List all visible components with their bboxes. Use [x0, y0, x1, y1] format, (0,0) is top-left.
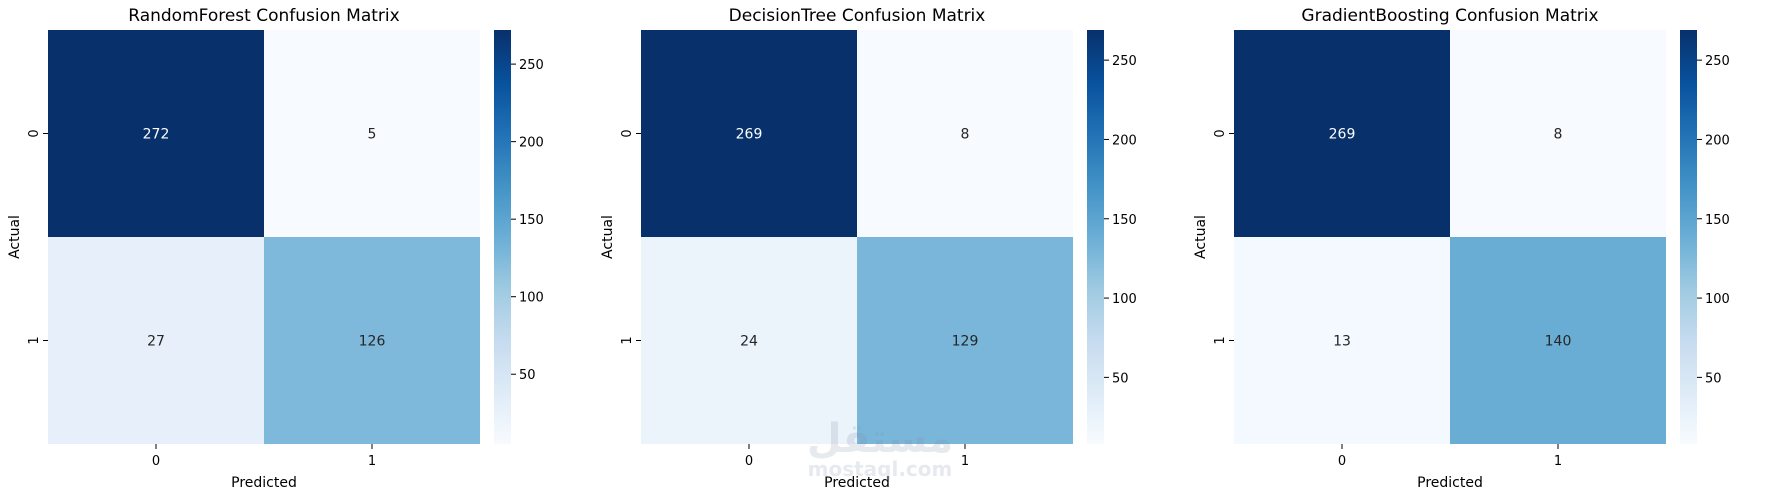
x-tick-label: 1: [368, 454, 376, 469]
cell-value-label: 129: [952, 334, 979, 350]
cell-value-label: 5: [368, 127, 377, 143]
colorbar-tick-label: 150: [1705, 213, 1730, 228]
colorbar-tick-label: 150: [1112, 213, 1137, 228]
x-tick-label: 0: [1338, 454, 1346, 469]
heatmap-cell: [48, 237, 264, 444]
y-tick-label: 1: [1213, 336, 1228, 344]
y-axis-label: Actual: [1193, 215, 1209, 259]
heatmap-cell: [857, 237, 1073, 444]
colorbar-tick-label: 100: [1705, 292, 1730, 307]
cell-value-label: 126: [359, 334, 386, 350]
cell-value-label: 13: [1333, 334, 1351, 350]
cell-value-label: 8: [961, 127, 970, 143]
colorbar-tick-label: 250: [1705, 54, 1730, 69]
heatmap-cell: [857, 30, 1073, 237]
chart-title: DecisionTree Confusion Matrix: [729, 6, 986, 26]
y-tick-label: 1: [27, 336, 42, 344]
colorbar-tick-label: 50: [1112, 371, 1129, 386]
colorbar-tick-label: 100: [1112, 292, 1137, 307]
chart-title: GradientBoosting Confusion Matrix: [1301, 6, 1598, 26]
colorbar: [494, 30, 511, 444]
x-tick-label: 0: [745, 454, 753, 469]
cell-value-label: 269: [1329, 127, 1356, 143]
y-tick-label: 1: [620, 336, 635, 344]
heatmap-panel: RandomForest Confusion Matrix 272 5 27 126 0 1…: [7, 6, 544, 490]
cell-value-label: 27: [147, 334, 165, 350]
x-axis-label: Predicted: [1417, 475, 1483, 490]
colorbar-tick-label: 50: [1705, 371, 1722, 386]
heatmap-cell: [264, 237, 480, 444]
cell-value-label: 8: [1554, 127, 1563, 143]
watermark-text: مستقل: [807, 416, 953, 462]
colorbar-tick-label: 150: [519, 213, 544, 228]
heatmap-cell: [641, 30, 857, 237]
cell-value-label: 272: [143, 127, 170, 143]
colorbar-tick-label: 250: [519, 58, 544, 73]
y-axis-label: Actual: [7, 215, 23, 259]
colorbar-tick-label: 50: [519, 368, 536, 383]
heatmap-cell: [264, 30, 480, 237]
x-tick-label: 1: [961, 454, 969, 469]
watermark-subtext: mostaql.com: [808, 457, 953, 481]
colorbar: [1087, 30, 1104, 444]
x-axis-label: Predicted: [824, 475, 890, 490]
colorbar-tick-label: 250: [1112, 54, 1137, 69]
colorbar-tick-label: 200: [519, 136, 544, 151]
y-tick-label: 0: [27, 129, 42, 137]
x-tick-label: 0: [152, 454, 160, 469]
x-axis-label: Predicted: [231, 475, 297, 490]
heatmap-cell: [48, 30, 264, 237]
cell-value-label: 24: [740, 334, 758, 350]
heatmap-cell: [1450, 237, 1666, 444]
y-tick-label: 0: [620, 129, 635, 137]
y-tick-label: 0: [1213, 129, 1228, 137]
heatmap-panel: GradientBoosting Confusion Matrix 269 8 13 1…: [1193, 6, 1730, 490]
heatmap-panel: DecisionTree Confusion Matrix 269 8 24 129 0 1…: [600, 6, 1137, 490]
watermark: مستقل mostaql.com: [807, 416, 953, 481]
colorbar-tick-label: 200: [1705, 133, 1730, 148]
cell-value-label: 269: [736, 127, 763, 143]
colorbar-tick-label: 200: [1112, 133, 1137, 148]
colorbar: [1680, 30, 1697, 444]
heatmap-cell: [641, 237, 857, 444]
chart-title: RandomForest Confusion Matrix: [128, 6, 399, 26]
x-tick-label: 1: [1554, 454, 1562, 469]
colorbar-tick-label: 100: [519, 291, 544, 306]
heatmap-cell: [1234, 30, 1450, 237]
cell-value-label: 140: [1545, 334, 1572, 350]
heatmap-cell: [1234, 237, 1450, 444]
y-axis-label: Actual: [600, 215, 616, 259]
heatmap-cell: [1450, 30, 1666, 237]
